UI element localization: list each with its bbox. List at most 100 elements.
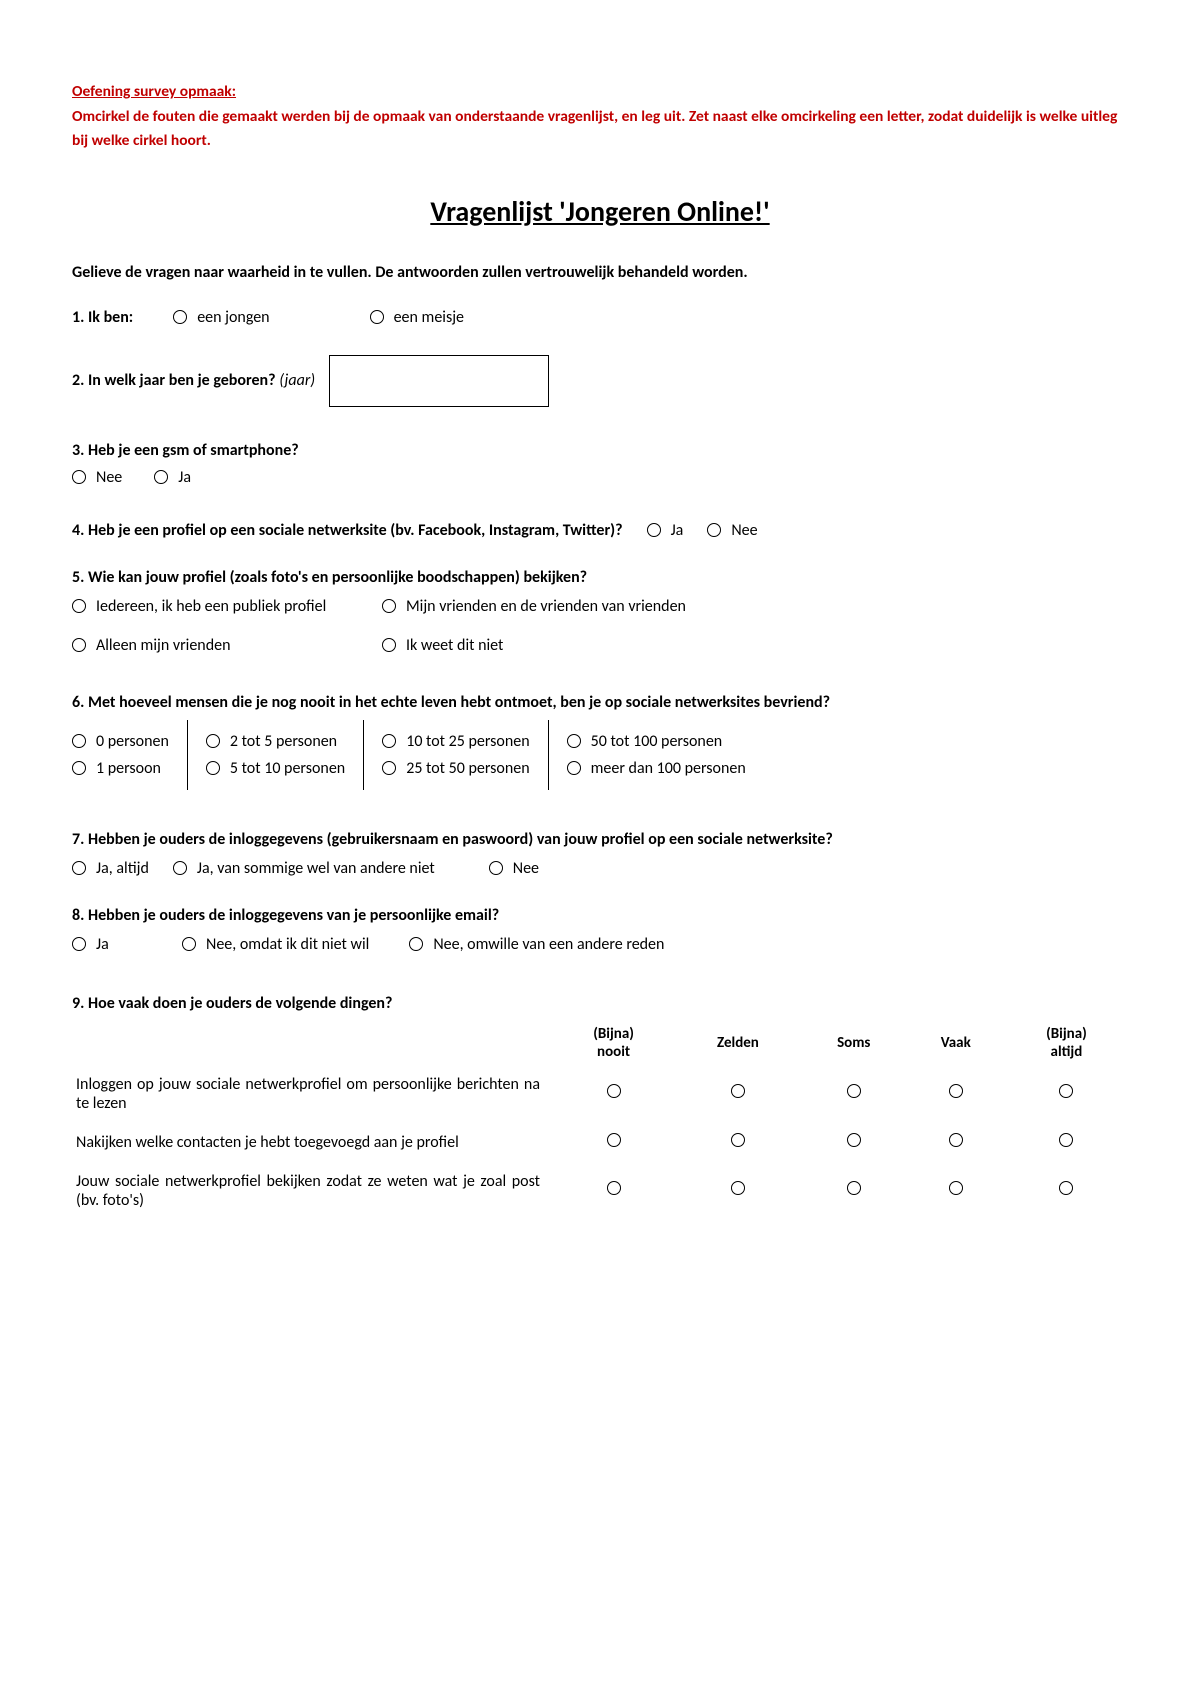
radio-icon[interactable] bbox=[1059, 1181, 1073, 1195]
radio-icon[interactable] bbox=[949, 1084, 963, 1098]
radio-icon[interactable] bbox=[731, 1181, 745, 1195]
question-8: 8. Hebben je ouders de inloggegevens van… bbox=[72, 906, 1128, 954]
radio-icon[interactable] bbox=[949, 1133, 963, 1147]
radio-icon[interactable] bbox=[731, 1084, 745, 1098]
q2-hint: (jaar) bbox=[279, 371, 315, 390]
table-row: Jouw sociale netwerkprofiel bekijken zod… bbox=[72, 1162, 1128, 1220]
radio-icon[interactable] bbox=[72, 937, 86, 951]
radio-icon[interactable] bbox=[382, 638, 396, 652]
q5-opt-1: Mijn vrienden en de vrienden van vriende… bbox=[406, 597, 686, 616]
q6-option: 50 tot 100 personen bbox=[567, 732, 746, 751]
q6-option: 10 tot 25 personen bbox=[382, 732, 529, 751]
q4-label: 4. Heb je een profiel op een sociale net… bbox=[72, 521, 623, 540]
radio-icon[interactable] bbox=[409, 937, 423, 951]
q2-label: 2. In welk jaar ben je geboren? bbox=[72, 371, 276, 390]
radio-icon[interactable] bbox=[1059, 1133, 1073, 1147]
radio-icon[interactable] bbox=[847, 1133, 861, 1147]
q3-opt-0: Nee bbox=[96, 468, 122, 487]
q9-header: Vaak bbox=[907, 1021, 1005, 1065]
q6-option-label: 10 tot 25 personen bbox=[406, 732, 529, 751]
q3-opt-1: Ja bbox=[178, 468, 191, 487]
q6-option: 25 tot 50 personen bbox=[382, 759, 529, 778]
question-7: 7. Hebben je ouders de inloggegevens (ge… bbox=[72, 830, 1128, 878]
radio-icon[interactable] bbox=[607, 1133, 621, 1147]
q8-opt-1: Nee, omdat ik dit niet wil bbox=[206, 935, 369, 954]
radio-icon[interactable] bbox=[370, 310, 384, 324]
radio-icon[interactable] bbox=[72, 734, 86, 748]
question-6: 6. Met hoeveel mensen die je nog nooit i… bbox=[72, 693, 1128, 790]
radio-icon[interactable] bbox=[489, 861, 503, 875]
radio-icon[interactable] bbox=[206, 734, 220, 748]
q6-option-label: 5 tot 10 personen bbox=[230, 759, 345, 778]
q5-label: 5. Wie kan jouw profiel (zoals foto's en… bbox=[72, 568, 1128, 587]
q6-column: 50 tot 100 personen meer dan 100 personen bbox=[549, 720, 764, 790]
q8-opt-2: Nee, omwille van een andere reden bbox=[433, 935, 664, 954]
radio-icon[interactable] bbox=[382, 761, 396, 775]
radio-icon[interactable] bbox=[847, 1084, 861, 1098]
q3-label: 3. Heb je een gsm of smartphone? bbox=[72, 441, 1128, 460]
question-4: 4. Heb je een profiel op een sociale net… bbox=[72, 521, 1128, 540]
q5-opt-2: Alleen mijn vrienden bbox=[96, 636, 230, 655]
question-3: 3. Heb je een gsm of smartphone? Nee Ja bbox=[72, 441, 1128, 487]
radio-icon[interactable] bbox=[72, 861, 86, 875]
q6-option: 1 persoon bbox=[72, 759, 169, 778]
radio-icon[interactable] bbox=[1059, 1084, 1073, 1098]
q7-opt-0: Ja, altijd bbox=[96, 859, 149, 878]
radio-icon[interactable] bbox=[949, 1181, 963, 1195]
radio-icon[interactable] bbox=[382, 599, 396, 613]
q6-label: 6. Met hoeveel mensen die je nog nooit i… bbox=[72, 693, 1128, 712]
radio-icon[interactable] bbox=[182, 937, 196, 951]
q9-table: (Bijna)nooitZeldenSomsVaak(Bijna)altijd I… bbox=[72, 1021, 1128, 1220]
radio-icon[interactable] bbox=[567, 761, 581, 775]
radio-icon[interactable] bbox=[72, 599, 86, 613]
q9-row-label: Inloggen op jouw sociale netwerkprofiel … bbox=[72, 1065, 552, 1123]
q6-column: 10 tot 25 personen 25 tot 50 personen bbox=[364, 720, 548, 790]
q6-option-label: 1 persoon bbox=[96, 759, 161, 778]
q9-header: (Bijna)nooit bbox=[552, 1021, 675, 1065]
radio-icon[interactable] bbox=[173, 861, 187, 875]
q9-header: (Bijna)altijd bbox=[1005, 1021, 1128, 1065]
radio-icon[interactable] bbox=[206, 761, 220, 775]
radio-icon[interactable] bbox=[567, 734, 581, 748]
q7-opt-1: Ja, van sommige wel van andere niet bbox=[197, 859, 435, 878]
q9-row-label: Nakijken welke contacten je hebt toegevo… bbox=[72, 1123, 552, 1162]
q8-label: 8. Hebben je ouders de inloggegevens van… bbox=[72, 906, 1128, 925]
q6-option: 0 personen bbox=[72, 732, 169, 751]
q5-opt-0: Iedereen, ik heb een publiek profiel bbox=[96, 597, 326, 616]
radio-icon[interactable] bbox=[731, 1133, 745, 1147]
radio-icon[interactable] bbox=[607, 1181, 621, 1195]
question-1: 1. Ik ben: een jongen een meisje bbox=[72, 308, 1128, 327]
radio-icon[interactable] bbox=[707, 523, 721, 537]
q5-opt-3: Ik weet dit niet bbox=[406, 636, 503, 655]
radio-icon[interactable] bbox=[607, 1084, 621, 1098]
exercise-header: Oefening survey opmaak: Omcirkel de fout… bbox=[72, 80, 1128, 152]
q9-header: Zelden bbox=[675, 1021, 801, 1065]
radio-icon[interactable] bbox=[647, 523, 661, 537]
q1-opt-0: een jongen bbox=[197, 308, 269, 327]
radio-icon[interactable] bbox=[173, 310, 187, 324]
q9-label: 9. Hoe vaak doen je ouders de volgende d… bbox=[72, 994, 1128, 1013]
q6-option-label: 50 tot 100 personen bbox=[591, 732, 723, 751]
radio-icon[interactable] bbox=[72, 761, 86, 775]
q6-option: meer dan 100 personen bbox=[567, 759, 746, 778]
q6-column: 0 personen 1 persoon bbox=[72, 720, 188, 790]
radio-icon[interactable] bbox=[382, 734, 396, 748]
radio-icon[interactable] bbox=[154, 470, 168, 484]
table-row: Nakijken welke contacten je hebt toegevo… bbox=[72, 1123, 1128, 1162]
exercise-title: Oefening survey opmaak: bbox=[72, 80, 1128, 103]
q9-row-label: Jouw sociale netwerkprofiel bekijken zod… bbox=[72, 1162, 552, 1220]
question-5: 5. Wie kan jouw profiel (zoals foto's en… bbox=[72, 568, 1128, 665]
radio-icon[interactable] bbox=[847, 1181, 861, 1195]
q4-opt-0: Ja bbox=[671, 521, 684, 540]
page: Oefening survey opmaak: Omcirkel de fout… bbox=[0, 0, 1200, 1308]
radio-icon[interactable] bbox=[72, 638, 86, 652]
q8-opt-0: Ja bbox=[96, 935, 182, 954]
radio-icon[interactable] bbox=[72, 470, 86, 484]
q6-column: 2 tot 5 personen 5 tot 10 personen bbox=[188, 720, 364, 790]
survey-title: Vragenlijst 'Jongeren Online!' bbox=[72, 194, 1128, 229]
q6-option: 2 tot 5 personen bbox=[206, 732, 345, 751]
q6-option: 5 tot 10 personen bbox=[206, 759, 345, 778]
year-input[interactable] bbox=[329, 355, 549, 407]
q6-option-label: 25 tot 50 personen bbox=[406, 759, 529, 778]
q9-header: Soms bbox=[801, 1021, 907, 1065]
